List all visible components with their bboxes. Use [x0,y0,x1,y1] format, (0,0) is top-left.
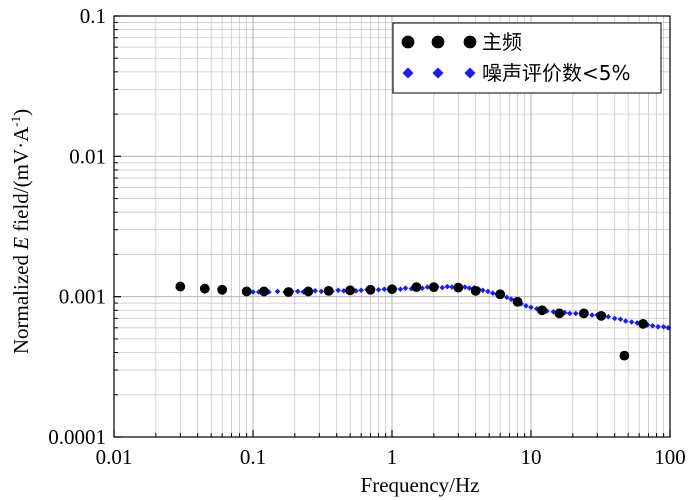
legend-marker [463,35,477,49]
data-point-noise-evaluation [312,288,318,294]
x-tick-label: 100 [654,445,686,469]
x-tick-labels: 0.01 0.1 1 10 100 [96,445,686,469]
data-point-noise-evaluation [294,288,301,295]
data-points [175,281,671,361]
data-point-noise-evaluation [255,289,262,295]
data-point-dominant-frequency [259,286,269,297]
data-point-dominant-frequency [638,318,648,329]
data-point-dominant-frequency [554,308,565,319]
data-point-noise-evaluation [358,287,364,294]
data-point-noise-evaluation [402,285,409,291]
data-point-dominant-frequency [495,289,506,300]
data-point-noise-evaluation [381,286,388,293]
data-point-dominant-frequency [365,284,376,295]
x-axis-label: Frequency/Hz [361,473,480,497]
y-axis-label-suffix: ) [9,109,33,116]
y-tick-label: 0.001 [59,285,106,309]
legend-marker [402,67,414,79]
data-point-noise-evaluation [489,290,496,296]
data-point-noise-evaluation [439,284,446,291]
data-point-dominant-frequency [453,282,464,293]
legend-marker-dominant-frequency [401,35,477,49]
x-tick-label: 0.01 [96,445,133,469]
legend-marker [464,67,476,79]
data-point-noise-evaluation [250,289,256,295]
data-point-noise-evaluation [449,284,455,290]
data-point-noise-evaluation [605,313,612,320]
data-point-dominant-frequency [387,284,397,295]
data-point-noise-evaluation [622,318,629,324]
data-point-noise-evaluation [335,287,341,294]
y-axis-label-prefix: Normalized [9,250,33,354]
data-point-noise-evaluation [589,312,595,318]
data-point-noise-evaluation [424,284,431,290]
data-point-noise-evaluation [479,287,486,294]
y-axis-label-unit: field/(mV·A [9,126,33,237]
legend-marker [431,35,445,49]
plot-frame [113,15,671,438]
data-point-noise-evaluation [318,288,325,295]
data-point-noise-evaluation [375,286,382,293]
data-point-dominant-frequency [303,286,314,297]
data-point-noise-evaluation [660,323,667,330]
legend-label-noise-evaluation: 噪声评价数<5% [482,61,631,85]
data-point-noise-evaluation [274,288,281,295]
data-point-noise-evaluation [566,310,573,317]
data-point-dominant-frequency [537,305,547,316]
data-point-dominant-frequency [175,281,186,292]
data-point-dominant-frequency [619,350,630,361]
legend-marker [432,67,444,79]
y-axis-label: Normalized E field/(mV·A-1) [8,109,33,354]
data-point-noise-evaluation [523,303,529,309]
data-point-dominant-frequency [283,287,294,297]
data-point-dominant-frequency [217,284,228,295]
data-point-dominant-frequency [596,310,607,321]
x-tick-label: 10 [521,445,542,469]
data-point-noise-evaluation [655,323,661,330]
data-point-noise-evaluation [572,310,579,317]
legend-label-dominant-frequency: 主频 [482,30,522,54]
y-tick-label: 0.1 [80,4,106,28]
data-point-noise-evaluation [528,304,534,311]
data-point-dominant-frequency [241,286,252,297]
data-point-dominant-frequency [578,308,589,319]
x-tick-label: 0.1 [240,445,266,469]
data-point-noise-evaluation [444,283,451,290]
data-point-dominant-frequency [345,285,356,296]
data-point-noise-evaluation [340,288,347,294]
data-point-noise-evaluation [397,286,404,293]
legend-box [392,22,662,94]
y-tick-labels: 0.0001 0.001 0.01 0.1 [48,4,106,449]
legend: 主频 噪声评价数<5% [392,22,662,94]
data-point-dominant-frequency [512,296,523,307]
data-point-noise-evaluation [462,284,468,290]
data-point-dominant-frequency [470,285,481,296]
y-tick-label: 0.01 [69,144,106,168]
data-point-noise-evaluation [617,316,624,323]
y-axis-label-superscript: -1 [8,116,23,127]
x-tick-label: 1 [387,445,398,469]
data-point-dominant-frequency [323,285,334,296]
data-point-noise-evaluation [485,288,491,295]
data-point-noise-evaluation [649,323,656,329]
data-point-dominant-frequency [199,283,210,294]
legend-marker-noise-evaluation [402,67,476,79]
data-point-noise-evaluation [611,315,618,322]
y-tick-label: 0.0001 [48,425,106,449]
data-point-noise-evaluation [508,296,514,302]
data-point-noise-evaluation [466,285,473,291]
data-point-dominant-frequency [411,282,422,292]
data-point-noise-evaluation [419,285,426,291]
data-point-noise-evaluation [504,294,510,301]
y-axis-label-symbol: E [9,237,33,251]
data-point-noise-evaluation [628,319,635,325]
data-point-noise-evaluation [665,324,671,331]
data-point-dominant-frequency [428,282,439,292]
legend-marker [401,35,415,49]
